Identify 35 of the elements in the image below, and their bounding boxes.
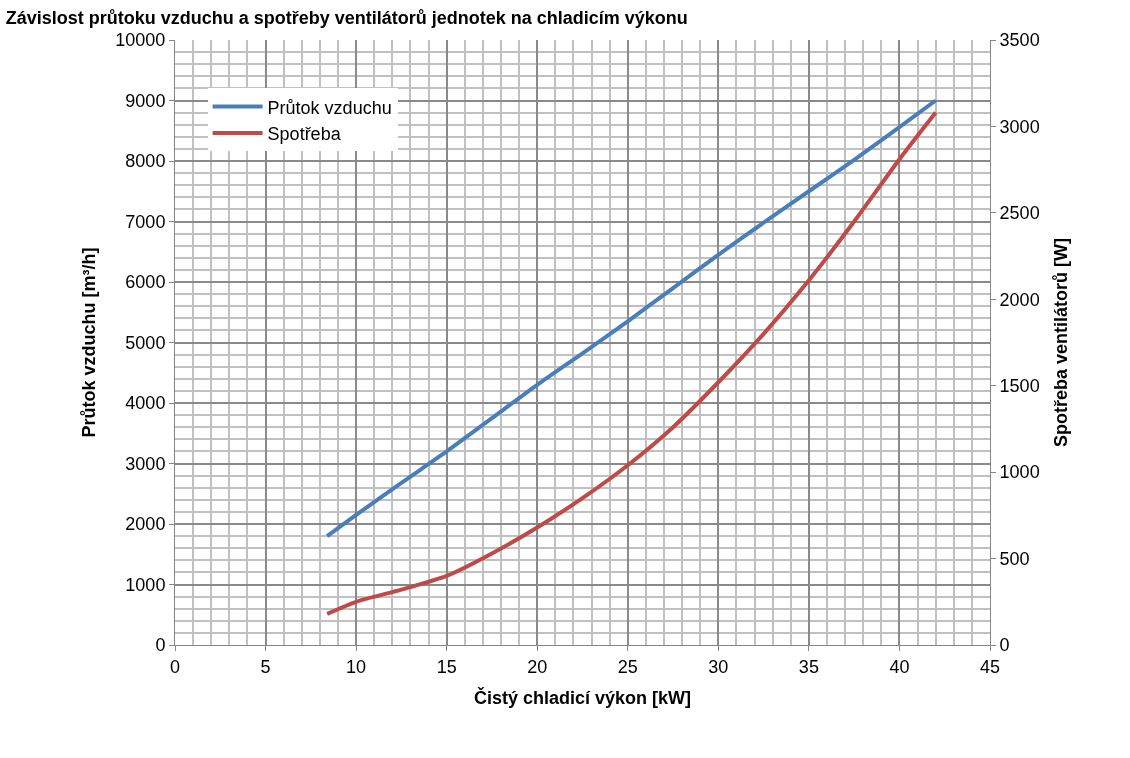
x-tick-label: 45 bbox=[979, 656, 1001, 677]
legend-label: Průtok vzduchu bbox=[267, 97, 392, 118]
y-tick-label: 6000 bbox=[125, 272, 166, 293]
x-axis-title: Čistý chladicí výkon [kW] bbox=[473, 686, 692, 708]
x-tick-label: 5 bbox=[260, 656, 271, 677]
x-tick-label: 35 bbox=[798, 656, 819, 677]
x-tick-label: 30 bbox=[708, 656, 729, 677]
y2-tick-label: 3000 bbox=[999, 116, 1040, 137]
y-tick-label: 7000 bbox=[125, 211, 166, 232]
y-tick-label: 10000 bbox=[115, 30, 166, 51]
y2-tick-label: 0 bbox=[999, 635, 1010, 656]
x-tick-label: 40 bbox=[889, 656, 910, 677]
x-tick-label: 25 bbox=[617, 656, 638, 677]
y-tick-label: 5000 bbox=[125, 332, 166, 353]
chart-title: Závislost průtoku vzduchu a spotřeby ventilátorů jednotek na chladicím výkonu bbox=[5, 7, 688, 28]
x-tick-label: 20 bbox=[527, 656, 548, 677]
y2-tick-label: 500 bbox=[999, 548, 1030, 569]
y-tick-label: 9000 bbox=[125, 90, 166, 111]
x-tick-label: 10 bbox=[346, 656, 367, 677]
legend-label: Spotřeba bbox=[267, 124, 342, 145]
y2-tick-label: 2000 bbox=[999, 289, 1040, 310]
y-axis-title: Průtok vzduchu [m³/h] bbox=[78, 247, 99, 438]
y-tick-label: 1000 bbox=[125, 574, 166, 595]
y2-tick-label: 1500 bbox=[999, 376, 1040, 397]
x-tick-label: 0 bbox=[169, 656, 181, 677]
y2-tick-label: 1000 bbox=[999, 462, 1040, 483]
y2-tick-label: 3500 bbox=[999, 30, 1040, 51]
y-tick-label: 3000 bbox=[125, 453, 166, 474]
y-tick-label: 2000 bbox=[125, 514, 166, 535]
x-tick-label: 15 bbox=[436, 656, 457, 677]
y2-axis-title: Spotřeba ventilátorů [W] bbox=[1050, 237, 1071, 448]
y-tick-label: 8000 bbox=[125, 151, 166, 172]
y-tick-label: 0 bbox=[155, 635, 166, 656]
y-tick-label: 4000 bbox=[125, 393, 166, 414]
y2-tick-label: 2500 bbox=[999, 203, 1040, 224]
